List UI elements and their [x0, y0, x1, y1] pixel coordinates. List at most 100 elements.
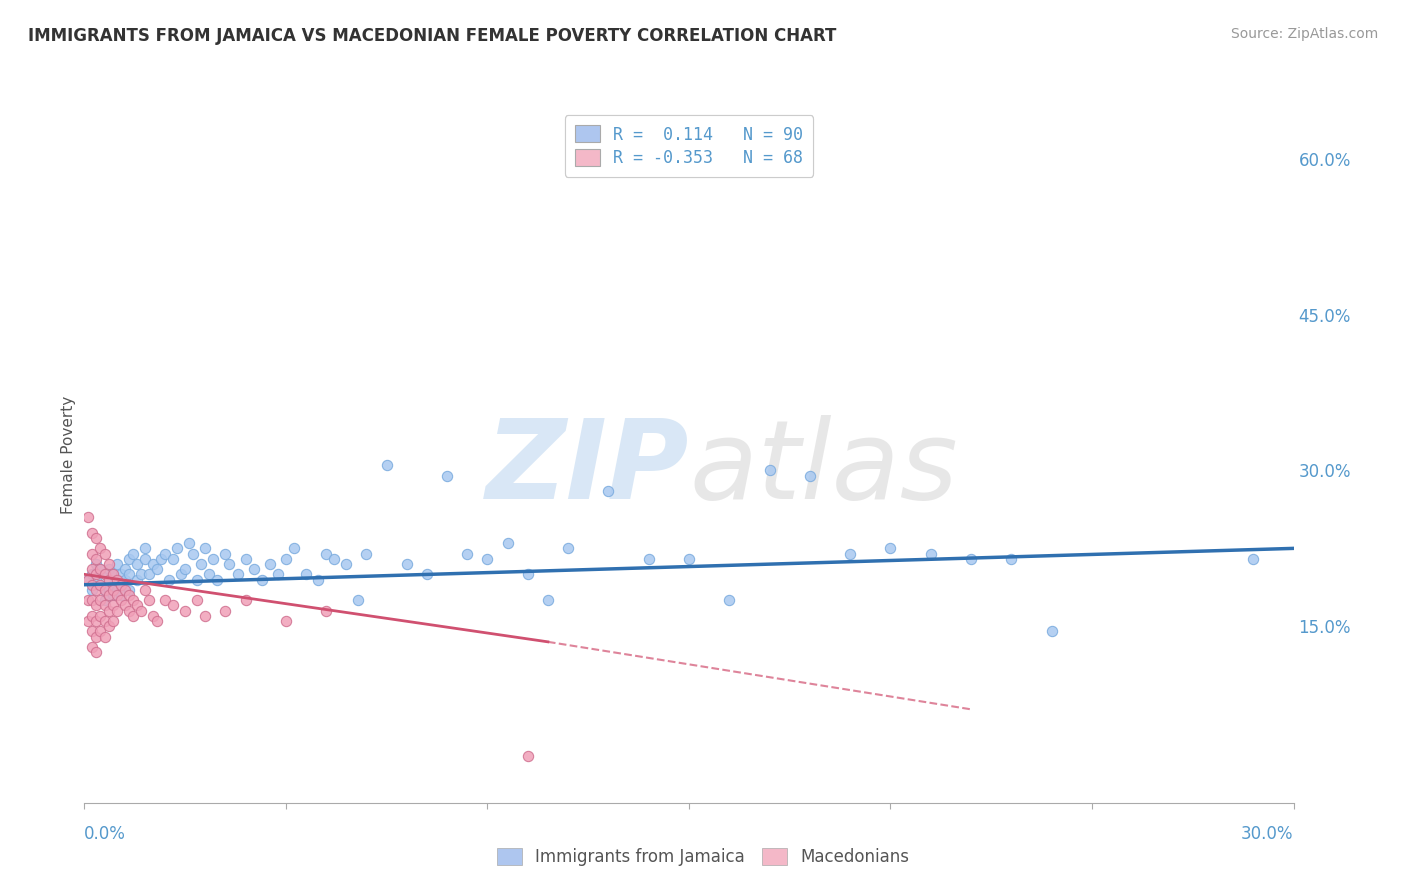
Point: [395, 557, 418, 571]
Point: [89, 608, 111, 623]
Point: [678, 551, 700, 566]
Point: [149, 551, 172, 566]
Point: [226, 567, 249, 582]
Point: [315, 547, 337, 561]
Point: [86, 614, 108, 628]
Point: [110, 567, 132, 582]
Point: [118, 567, 141, 582]
Point: [114, 582, 136, 597]
Text: ZIP: ZIP: [485, 416, 689, 523]
Point: [138, 593, 160, 607]
Point: [125, 557, 148, 571]
Point: [101, 599, 124, 613]
Point: [142, 608, 165, 623]
Point: [516, 749, 538, 764]
Point: [960, 551, 983, 566]
Point: [186, 593, 208, 607]
Point: [146, 614, 169, 628]
Point: [307, 573, 329, 587]
Point: [134, 582, 156, 597]
Y-axis label: Female Poverty: Female Poverty: [60, 396, 76, 514]
Point: [89, 562, 111, 576]
Point: [86, 630, 108, 644]
Point: [283, 541, 305, 556]
Text: 0.0%: 0.0%: [84, 825, 127, 843]
Point: [125, 573, 148, 587]
Point: [274, 614, 297, 628]
Point: [179, 536, 201, 550]
Point: [93, 599, 115, 613]
Point: [97, 604, 120, 618]
Point: [375, 458, 398, 473]
Point: [214, 604, 236, 618]
Point: [97, 562, 120, 576]
Point: [118, 582, 141, 597]
Point: [89, 593, 111, 607]
Point: [110, 578, 132, 592]
Text: Source: ZipAtlas.com: Source: ZipAtlas.com: [1230, 27, 1378, 41]
Point: [157, 573, 180, 587]
Point: [105, 573, 128, 587]
Point: [315, 604, 337, 618]
Point: [93, 630, 115, 644]
Point: [101, 567, 124, 582]
Point: [186, 573, 208, 587]
Point: [125, 599, 148, 613]
Point: [89, 578, 111, 592]
Point: [920, 547, 942, 561]
Point: [93, 582, 115, 597]
Point: [174, 562, 197, 576]
Point: [97, 573, 120, 587]
Point: [121, 593, 143, 607]
Point: [496, 536, 519, 550]
Point: [170, 567, 193, 582]
Point: [799, 468, 821, 483]
Point: [174, 604, 197, 618]
Point: [114, 573, 136, 587]
Point: [93, 582, 115, 597]
Point: [86, 567, 108, 582]
Point: [118, 588, 141, 602]
Point: [347, 593, 370, 607]
Point: [93, 547, 115, 561]
Point: [557, 541, 579, 556]
Point: [267, 567, 290, 582]
Point: [114, 599, 136, 613]
Point: [105, 557, 128, 571]
Legend: R =  0.114   N = 90, R = -0.353   N = 68: R = 0.114 N = 90, R = -0.353 N = 68: [565, 115, 813, 177]
Point: [82, 562, 104, 576]
Point: [97, 619, 120, 633]
Point: [82, 640, 104, 654]
Point: [101, 567, 124, 582]
Point: [86, 582, 108, 597]
Point: [82, 608, 104, 623]
Point: [105, 573, 128, 587]
Point: [101, 588, 124, 602]
Point: [77, 573, 100, 587]
Point: [105, 582, 128, 597]
Point: [82, 582, 104, 597]
Point: [598, 484, 620, 499]
Point: [207, 573, 229, 587]
Point: [537, 593, 560, 607]
Point: [181, 547, 204, 561]
Point: [142, 557, 165, 571]
Point: [146, 562, 169, 576]
Point: [235, 593, 257, 607]
Point: [839, 547, 862, 561]
Point: [82, 624, 104, 639]
Point: [1040, 624, 1063, 639]
Point: [82, 567, 104, 582]
Point: [477, 551, 499, 566]
Text: atlas: atlas: [689, 416, 957, 523]
Point: [86, 551, 108, 566]
Point: [356, 547, 378, 561]
Point: [89, 562, 111, 576]
Point: [93, 567, 115, 582]
Point: [110, 588, 132, 602]
Point: [1000, 551, 1022, 566]
Point: [879, 541, 901, 556]
Point: [121, 608, 143, 623]
Point: [86, 557, 108, 571]
Point: [97, 557, 120, 571]
